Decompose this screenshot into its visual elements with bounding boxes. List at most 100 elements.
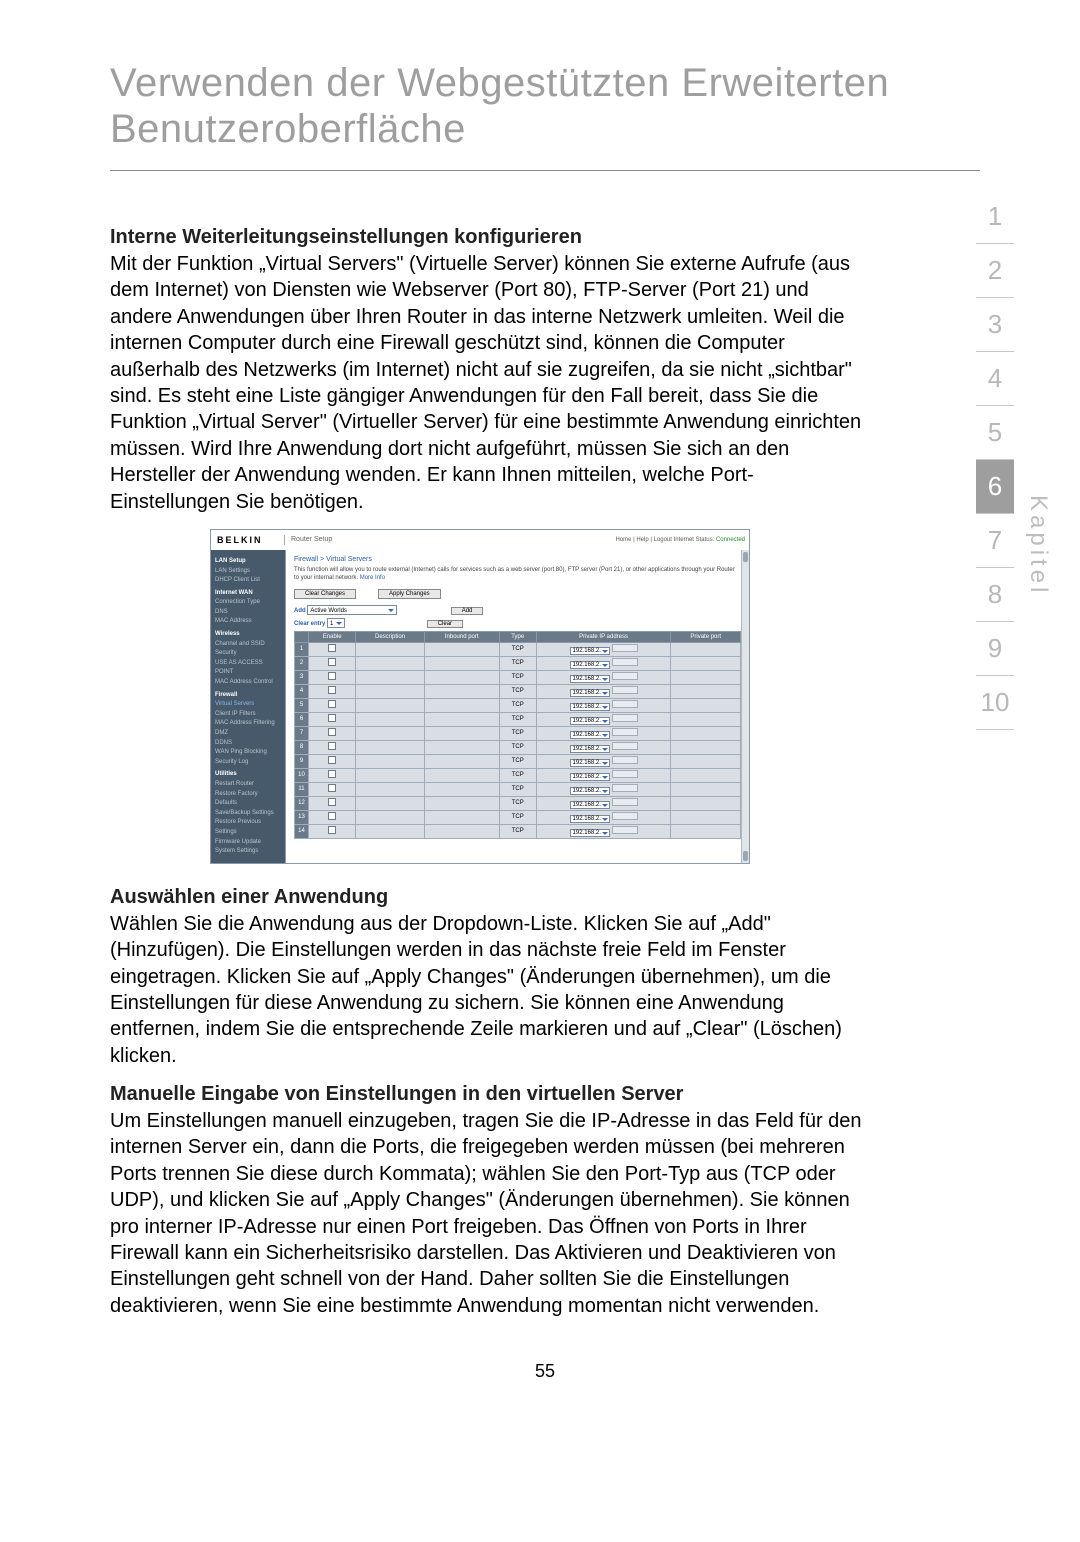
- ip-input[interactable]: [612, 756, 638, 764]
- nav-item[interactable]: System Settings: [215, 847, 281, 857]
- description-cell[interactable]: [356, 726, 424, 740]
- inbound-port-cell[interactable]: [424, 712, 499, 726]
- checkbox-icon[interactable]: [328, 756, 336, 764]
- private-ip-cell[interactable]: 192.168.2.: [536, 656, 671, 670]
- private-ip-cell[interactable]: 192.168.2.: [536, 642, 671, 656]
- ip-input[interactable]: [612, 714, 638, 722]
- private-ip-cell[interactable]: 192.168.2.: [536, 754, 671, 768]
- inbound-port-cell[interactable]: [424, 656, 499, 670]
- nav-item[interactable]: Client IP Filters: [215, 710, 281, 720]
- checkbox-icon[interactable]: [328, 686, 336, 694]
- private-port-cell[interactable]: [671, 768, 741, 782]
- ip-prefix-select[interactable]: 192.168.2.: [570, 815, 610, 823]
- ip-input[interactable]: [612, 728, 638, 736]
- ip-prefix-select[interactable]: 192.168.2.: [570, 787, 610, 795]
- enable-cell[interactable]: [309, 684, 356, 698]
- tab-2[interactable]: 2: [976, 244, 1014, 298]
- description-cell[interactable]: [356, 670, 424, 684]
- checkbox-icon[interactable]: [328, 812, 336, 820]
- private-ip-cell[interactable]: 192.168.2.: [536, 768, 671, 782]
- checkbox-icon[interactable]: [328, 700, 336, 708]
- tab-7[interactable]: 7: [976, 514, 1014, 568]
- description-cell[interactable]: [356, 656, 424, 670]
- ip-input[interactable]: [612, 812, 638, 820]
- nav-item[interactable]: Save/Backup Settings: [215, 809, 281, 819]
- add-button[interactable]: Add: [451, 607, 484, 615]
- private-ip-cell[interactable]: 192.168.2.: [536, 782, 671, 796]
- nav-item[interactable]: Restore Previous Settings: [215, 818, 281, 837]
- tab-4[interactable]: 4: [976, 352, 1014, 406]
- enable-cell[interactable]: [309, 712, 356, 726]
- nav-item[interactable]: Restart Router: [215, 780, 281, 790]
- ip-input[interactable]: [612, 798, 638, 806]
- ip-input[interactable]: [612, 700, 638, 708]
- ip-input[interactable]: [612, 742, 638, 750]
- private-port-cell[interactable]: [671, 824, 741, 838]
- scrollbar[interactable]: [741, 550, 749, 863]
- ip-prefix-select[interactable]: 192.168.2.: [570, 689, 610, 697]
- inbound-port-cell[interactable]: [424, 824, 499, 838]
- tab-1[interactable]: 1: [976, 190, 1014, 244]
- private-ip-cell[interactable]: 192.168.2.: [536, 726, 671, 740]
- clear-changes-button[interactable]: Clear Changes: [294, 589, 356, 599]
- tab-10[interactable]: 10: [976, 676, 1014, 730]
- nav-item[interactable]: Channel and SSID: [215, 640, 281, 650]
- nav-item[interactable]: Firmware Update: [215, 838, 281, 848]
- inbound-port-cell[interactable]: [424, 740, 499, 754]
- enable-cell[interactable]: [309, 768, 356, 782]
- private-port-cell[interactable]: [671, 670, 741, 684]
- checkbox-icon[interactable]: [328, 644, 336, 652]
- checkbox-icon[interactable]: [328, 770, 336, 778]
- description-cell[interactable]: [356, 768, 424, 782]
- checkbox-icon[interactable]: [328, 728, 336, 736]
- checkbox-icon[interactable]: [328, 784, 336, 792]
- inbound-port-cell[interactable]: [424, 796, 499, 810]
- enable-cell[interactable]: [309, 656, 356, 670]
- private-ip-cell[interactable]: 192.168.2.: [536, 670, 671, 684]
- nav-item[interactable]: LAN Settings: [215, 567, 281, 577]
- nav-item[interactable]: DHCP Client List: [215, 576, 281, 586]
- private-ip-cell[interactable]: 192.168.2.: [536, 698, 671, 712]
- enable-cell[interactable]: [309, 782, 356, 796]
- ip-prefix-select[interactable]: 192.168.2.: [570, 675, 610, 683]
- enable-cell[interactable]: [309, 698, 356, 712]
- description-cell[interactable]: [356, 642, 424, 656]
- nav-item[interactable]: Restore Factory Defaults: [215, 790, 281, 809]
- ip-input[interactable]: [612, 826, 638, 834]
- checkbox-icon[interactable]: [328, 826, 336, 834]
- private-port-cell[interactable]: [671, 782, 741, 796]
- ip-prefix-select[interactable]: 192.168.2.: [570, 647, 610, 655]
- ip-input[interactable]: [612, 644, 638, 652]
- nav-item[interactable]: Security: [215, 649, 281, 659]
- tab-8[interactable]: 8: [976, 568, 1014, 622]
- private-port-cell[interactable]: [671, 726, 741, 740]
- enable-cell[interactable]: [309, 740, 356, 754]
- inbound-port-cell[interactable]: [424, 768, 499, 782]
- nav-item[interactable]: DNS: [215, 608, 281, 618]
- private-ip-cell[interactable]: 192.168.2.: [536, 810, 671, 824]
- private-port-cell[interactable]: [671, 796, 741, 810]
- ip-prefix-select[interactable]: 192.168.2.: [570, 661, 610, 669]
- inbound-port-cell[interactable]: [424, 670, 499, 684]
- private-port-cell[interactable]: [671, 656, 741, 670]
- ip-input[interactable]: [612, 784, 638, 792]
- description-cell[interactable]: [356, 684, 424, 698]
- scroll-thumb-bottom[interactable]: [743, 851, 748, 861]
- description-cell[interactable]: [356, 824, 424, 838]
- enable-cell[interactable]: [309, 796, 356, 810]
- inbound-port-cell[interactable]: [424, 754, 499, 768]
- inbound-port-cell[interactable]: [424, 726, 499, 740]
- description-cell[interactable]: [356, 712, 424, 726]
- inbound-port-cell[interactable]: [424, 684, 499, 698]
- ip-prefix-select[interactable]: 192.168.2.: [570, 759, 610, 767]
- more-info-link[interactable]: More Info: [360, 575, 385, 581]
- nav-item[interactable]: USE AS ACCESS POINT: [215, 659, 281, 678]
- ip-input[interactable]: [612, 686, 638, 694]
- private-ip-cell[interactable]: 192.168.2.: [536, 824, 671, 838]
- private-port-cell[interactable]: [671, 754, 741, 768]
- nav-item[interactable]: MAC Address Filtering: [215, 719, 281, 729]
- nav-item-virtual-servers[interactable]: Virtual Servers: [215, 700, 281, 710]
- private-port-cell[interactable]: [671, 698, 741, 712]
- ip-prefix-select[interactable]: 192.168.2.: [570, 745, 610, 753]
- description-cell[interactable]: [356, 810, 424, 824]
